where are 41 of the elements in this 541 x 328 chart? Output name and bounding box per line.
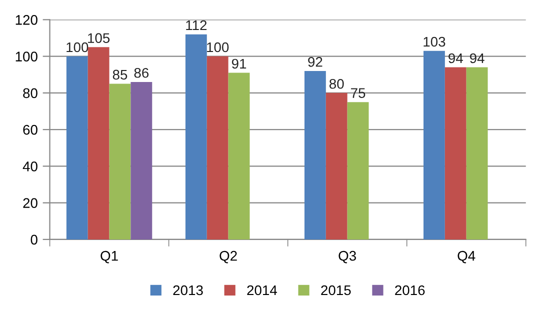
bar (444, 67, 466, 240)
data-label: 92 (308, 56, 322, 67)
data-label: 85 (112, 70, 128, 80)
bar (109, 84, 131, 240)
bar (88, 47, 110, 240)
data-label: 100 (207, 42, 229, 52)
bar (423, 50, 445, 240)
data-label: 94 (448, 53, 463, 64)
bar (326, 92, 348, 240)
data-label: 94 (470, 53, 484, 64)
x-tick-label: Q4 (458, 250, 476, 264)
data-label: 103 (424, 36, 446, 47)
y-tick-label: 60 (23, 124, 38, 135)
data-label: 80 (329, 78, 344, 89)
legend-label: 2013 (173, 285, 203, 296)
bar (304, 70, 326, 240)
y-tick-label: 40 (22, 162, 38, 172)
legend-label: 2015 (321, 285, 351, 296)
data-label: 91 (232, 58, 246, 69)
legend-label: 2014 (247, 285, 277, 296)
legend-label: 2016 (395, 285, 425, 296)
x-tick-label: Q2 (220, 250, 237, 264)
y-tick-label: 100 (16, 52, 38, 62)
y-tick-label: 120 (16, 15, 38, 25)
y-tick-label: 80 (23, 88, 38, 98)
bar (466, 67, 488, 240)
data-label: 86 (134, 68, 149, 78)
bar (228, 72, 250, 240)
y-tick-label: 0 (30, 234, 38, 245)
bar (66, 56, 88, 240)
bar (347, 102, 369, 240)
y-tick-label: 20 (23, 198, 38, 208)
x-tick-label: Q1 (100, 250, 118, 264)
bar (185, 34, 207, 240)
data-label: 75 (351, 88, 366, 98)
data-label: 105 (88, 33, 110, 44)
data-label: 112 (186, 20, 207, 30)
data-label: 100 (66, 42, 88, 52)
x-tick-label: Q3 (338, 250, 356, 264)
bar (130, 82, 152, 240)
bar (206, 56, 228, 240)
